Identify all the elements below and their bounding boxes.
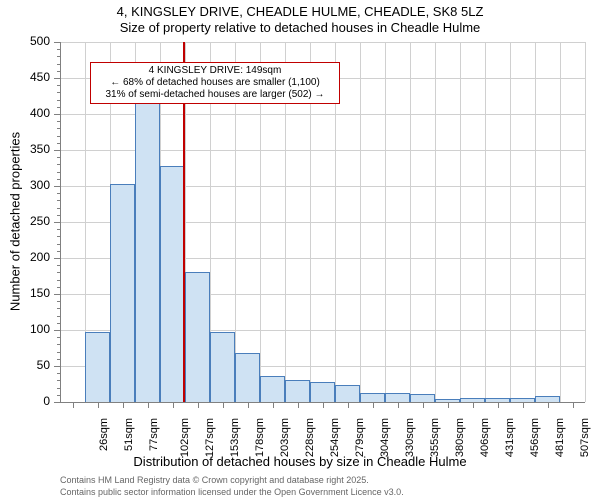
chart-title-line2: Size of property relative to detached ho… [0, 20, 600, 35]
gridline-v [560, 42, 561, 402]
histogram-bar [235, 353, 260, 402]
gridline-v [360, 42, 361, 402]
x-tick-label: 355sqm [429, 418, 441, 457]
annotation-line2: ← 68% of detached houses are smaller (1,… [95, 77, 335, 89]
x-axis-line [60, 402, 585, 403]
x-tick-label: 153sqm [229, 418, 241, 457]
gridline-v [485, 42, 486, 402]
x-tick-label: 102sqm [179, 418, 191, 457]
y-axis-line [60, 42, 61, 402]
x-tick-label: 431sqm [504, 418, 516, 457]
x-tick-label: 507sqm [579, 418, 591, 457]
gridline-v [385, 42, 386, 402]
histogram-bar [335, 385, 360, 402]
gridline-v [460, 42, 461, 402]
x-tick-label: 254sqm [329, 418, 341, 457]
gridline-v [585, 42, 586, 402]
chart-title-line1: 4, KINGSLEY DRIVE, CHEADLE HULME, CHEADL… [0, 4, 600, 19]
histogram-bar [210, 332, 235, 402]
x-tick-label: 51sqm [123, 418, 135, 451]
annotation-line3: 31% of semi-detached houses are larger (… [95, 89, 335, 101]
histogram-bar [310, 382, 335, 402]
gridline-v [435, 42, 436, 402]
x-tick-label: 203sqm [279, 418, 291, 457]
x-tick-label: 481sqm [554, 418, 566, 457]
y-tick-label: 500 [0, 34, 50, 48]
gridline [60, 42, 585, 43]
histogram-bar [260, 376, 285, 402]
x-tick-label: 330sqm [404, 418, 416, 457]
gridline-v [410, 42, 411, 402]
annotation-line1: 4 KINGSLEY DRIVE: 149sqm [95, 65, 335, 77]
histogram-bar [385, 393, 410, 402]
x-tick-label: 456sqm [529, 418, 541, 457]
x-tick-label: 228sqm [304, 418, 316, 457]
x-tick-label: 127sqm [204, 418, 216, 457]
x-tick-label: 77sqm [148, 418, 160, 451]
histogram-bar [185, 272, 210, 402]
x-tick-label: 380sqm [454, 418, 466, 457]
y-tick-label: 400 [0, 106, 50, 120]
histogram-bar [360, 393, 385, 402]
x-tick-label: 178sqm [254, 418, 266, 457]
histogram-bar [160, 166, 185, 402]
y-tick-label: 100 [0, 322, 50, 336]
y-tick-label: 50 [0, 358, 50, 372]
histogram-bar [410, 394, 435, 402]
x-tick-label: 304sqm [379, 418, 391, 457]
histogram-bar [110, 184, 135, 402]
footer-credit-2: Contains public sector information licen… [60, 487, 404, 497]
x-tick-label: 279sqm [354, 418, 366, 457]
histogram-bar [135, 101, 160, 402]
histogram-bar [285, 380, 310, 402]
x-tick-label: 26sqm [98, 418, 110, 451]
x-tick-label: 406sqm [479, 418, 491, 457]
annotation-box: 4 KINGSLEY DRIVE: 149sqm← 68% of detache… [90, 62, 340, 104]
gridline-v [535, 42, 536, 402]
histogram-bar [85, 332, 110, 402]
footer-credit-1: Contains HM Land Registry data © Crown c… [60, 475, 369, 485]
chart-container: 4, KINGSLEY DRIVE, CHEADLE HULME, CHEADL… [0, 0, 600, 500]
y-tick-label: 450 [0, 70, 50, 84]
gridline-v [510, 42, 511, 402]
y-axis-label: Number of detached properties [8, 122, 23, 322]
y-tick-label: 0 [0, 394, 50, 408]
x-axis-label: Distribution of detached houses by size … [0, 454, 600, 469]
